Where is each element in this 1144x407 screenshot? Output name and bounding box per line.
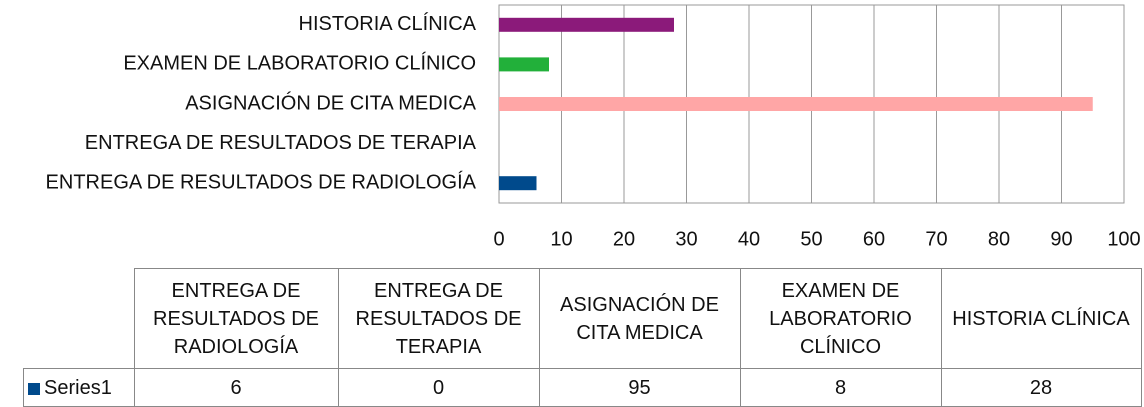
y-tick-label: EXAMEN DE LABORATORIO CLÍNICO <box>123 52 476 75</box>
y-tick-label: ENTREGA DE RESULTADOS DE TERAPIA <box>85 132 477 154</box>
table-value: 8 <box>739 368 942 407</box>
x-tick-label: 60 <box>863 228 885 250</box>
table-header: EXAMEN DE LABORATORIO CLÍNICO <box>739 268 942 369</box>
bar <box>499 57 549 72</box>
legend-key <box>28 382 40 395</box>
x-tick-label: 20 <box>613 228 635 250</box>
x-tick-label: 80 <box>988 228 1010 250</box>
x-tick-label: 90 <box>1050 228 1072 250</box>
series-name: Series1 <box>44 376 112 399</box>
table-header: HISTORIA CLÍNICA <box>940 268 1142 369</box>
y-tick-label: ENTREGA DE RESULTADOS DE RADIOLOGÍA <box>46 170 477 193</box>
x-tick-label: 70 <box>925 228 947 250</box>
y-tick-label: ASIGNACIÓN DE CITA MEDICA <box>185 91 476 114</box>
x-tick-label: 0 <box>493 228 504 250</box>
table-header: ASIGNACIÓN DE CITA MEDICA <box>538 268 741 369</box>
y-tick-label: HISTORIA CLÍNICA <box>299 12 477 35</box>
corner-cell <box>23 268 134 369</box>
x-tick-label: 50 <box>800 228 822 250</box>
bar <box>499 17 674 32</box>
x-tick-label: 40 <box>738 228 760 250</box>
table-header: ENTREGA DE RESULTADOS DE RADIOLOGÍA <box>133 268 339 369</box>
table-value: 0 <box>337 368 540 407</box>
chart: 0 10 20 30 40 50 60 70 80 90 100 ENTREGA DE RESULTA… <box>46 4 1141 250</box>
table-header: ENTREGA DE RESULTADOS DE TERAPIA <box>337 268 540 369</box>
bar <box>499 176 537 191</box>
bar <box>499 97 1093 111</box>
data-table: ENTREGA DE RESULTADOS DE RADIOLOGÍA ENTR… <box>23 268 1142 407</box>
x-tick-label: 100 <box>1107 228 1140 250</box>
table-value: 6 <box>133 368 339 407</box>
table-value: 28 <box>940 368 1142 407</box>
x-tick-label: 10 <box>550 228 572 250</box>
x-tick-label: 30 <box>675 228 697 250</box>
table-value: 95 <box>538 368 741 407</box>
series-cell: Series1 <box>23 368 135 407</box>
